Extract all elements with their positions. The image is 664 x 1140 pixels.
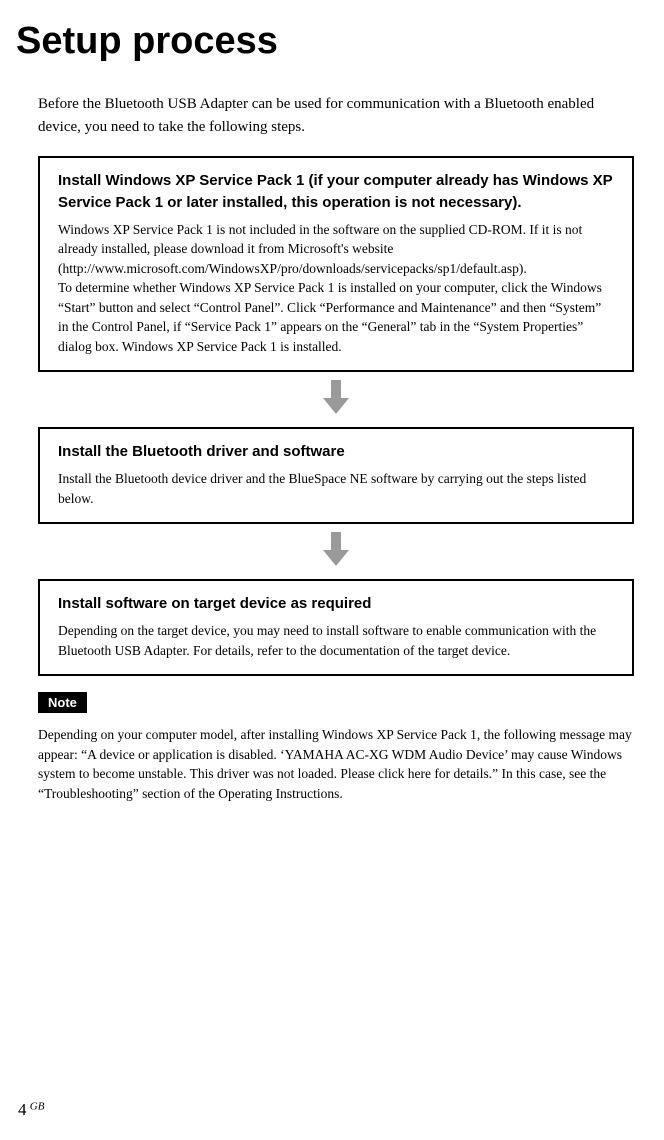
step-body: Windows XP Service Pack 1 is not include…	[58, 220, 614, 357]
step-title: Install Windows XP Service Pack 1 (if yo…	[58, 170, 614, 214]
arrow-down-icon	[322, 530, 350, 568]
arrow-container	[38, 372, 634, 427]
step-title: Install software on target device as req…	[58, 593, 614, 615]
intro-text: Before the Bluetooth USB Adapter can be …	[38, 93, 634, 138]
step-title: Install the Bluetooth driver and softwar…	[58, 441, 614, 463]
arrow-down-icon	[322, 378, 350, 416]
arrow-container	[38, 524, 634, 579]
step-body: Install the Bluetooth device driver and …	[58, 469, 614, 508]
note-label: Note	[38, 692, 87, 713]
step-box-3: Install software on target device as req…	[38, 579, 634, 676]
step-body: Depending on the target device, you may …	[58, 621, 614, 660]
step-box-1: Install Windows XP Service Pack 1 (if yo…	[38, 156, 634, 372]
page-footer: 4 GB	[18, 1100, 44, 1120]
page-number: 4	[18, 1100, 27, 1119]
content-area: Before the Bluetooth USB Adapter can be …	[0, 63, 664, 803]
page-lang: GB	[30, 1101, 45, 1113]
note-body: Depending on your computer model, after …	[38, 725, 634, 803]
page-title: Setup process	[0, 0, 664, 63]
step-box-2: Install the Bluetooth driver and softwar…	[38, 427, 634, 524]
